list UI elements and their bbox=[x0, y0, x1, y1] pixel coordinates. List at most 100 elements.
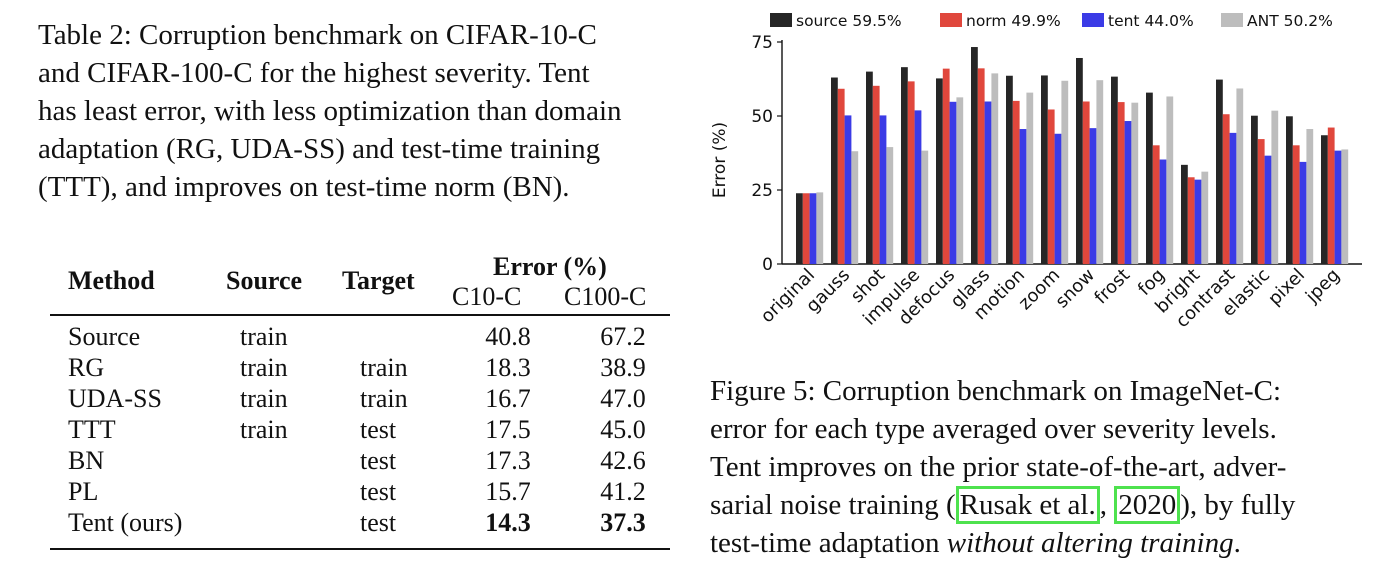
caption-text: test-time adaptation bbox=[710, 527, 947, 559]
table-row: Source train 40.8 67.2 bbox=[50, 322, 670, 353]
bar-motion-0 bbox=[1006, 75, 1013, 264]
cell-source: train bbox=[240, 322, 288, 351]
figure-caption-line: error for each type averaged over severi… bbox=[710, 413, 1277, 445]
x-tick-label: zoom bbox=[1015, 265, 1065, 315]
bar-shot-0 bbox=[866, 71, 873, 264]
chart-legend: source 59.5% norm 49.9% tent 44.0% ANT 50.2… bbox=[770, 12, 1333, 30]
table-row: BN test 17.3 42.6 bbox=[50, 446, 670, 477]
bar-bright-2 bbox=[1194, 179, 1202, 264]
cell-method: BN bbox=[68, 446, 105, 475]
y-tick-label: 75 bbox=[751, 33, 773, 53]
bar-elastic-0 bbox=[1251, 115, 1258, 264]
bar-glass-0 bbox=[971, 47, 978, 265]
bar-impulse-0 bbox=[901, 67, 908, 264]
bar-fog-3 bbox=[1166, 96, 1174, 265]
bar-defocus-0 bbox=[936, 78, 943, 265]
bar-frost-3 bbox=[1131, 102, 1139, 265]
cell-c100: 45.0 bbox=[600, 415, 646, 444]
bar-original-1 bbox=[802, 193, 810, 264]
cell-c100: 67.2 bbox=[600, 322, 646, 351]
cell-c10: 17.5 bbox=[485, 415, 531, 444]
cell-method: RG bbox=[68, 353, 105, 382]
legend-entry: source 59.5% bbox=[796, 12, 902, 30]
bar-motion-3 bbox=[1026, 92, 1034, 264]
cell-method: UDA-SS bbox=[68, 384, 162, 413]
bar-contrast-2 bbox=[1229, 132, 1237, 264]
chart-x-labels: originalgaussshotimpulsedefocusglassmoti… bbox=[757, 265, 1344, 332]
cell-c100: 47.0 bbox=[600, 384, 646, 413]
cell-target: train bbox=[360, 353, 408, 382]
figure-caption-line: Tent improves on the prior state-of-the-… bbox=[710, 451, 1287, 483]
bar-shot-1 bbox=[872, 85, 880, 264]
cell-method: TTT bbox=[68, 415, 116, 444]
bar-snow-0 bbox=[1076, 57, 1083, 264]
y-axis-label: Error (%) bbox=[710, 122, 730, 198]
caption-text: . bbox=[1233, 527, 1241, 559]
bar-defocus-2 bbox=[949, 101, 957, 265]
table-midrule bbox=[50, 314, 670, 316]
cell-c10: 16.7 bbox=[485, 384, 531, 413]
table-row: TTT train test 17.5 45.0 bbox=[50, 415, 670, 446]
bar-original-0 bbox=[796, 193, 803, 264]
table-caption-line: (TTT), and improves on test-time norm (B… bbox=[38, 171, 570, 203]
bar-impulse-3 bbox=[921, 150, 929, 264]
bar-impulse-1 bbox=[907, 81, 915, 264]
citation-author-link[interactable]: Rusak et al. bbox=[955, 486, 1100, 524]
bar-zoom-3 bbox=[1061, 80, 1069, 264]
cell-source: train bbox=[240, 353, 288, 382]
legend-swatch bbox=[1221, 13, 1243, 27]
cell-method: Source bbox=[68, 322, 141, 351]
bar-frost-1 bbox=[1117, 102, 1125, 264]
x-tick-label: jpeg bbox=[1301, 265, 1344, 308]
bar-elastic-2 bbox=[1264, 155, 1272, 264]
bar-contrast-3 bbox=[1236, 88, 1244, 264]
figure-caption: Figure 5: Corruption benchmark on ImageN… bbox=[710, 372, 1370, 562]
bar-zoom-2 bbox=[1054, 133, 1062, 264]
cell-c100: 41.2 bbox=[600, 477, 646, 506]
bar-gauss-1 bbox=[837, 88, 845, 264]
cell-c100: 37.3 bbox=[600, 508, 646, 537]
bar-glass-1 bbox=[977, 68, 985, 265]
bar-elastic-1 bbox=[1257, 139, 1265, 264]
bar-shot-3 bbox=[886, 147, 894, 264]
bar-pixel-2 bbox=[1299, 161, 1307, 264]
cell-source: train bbox=[240, 415, 288, 444]
cell-c10: 40.8 bbox=[485, 322, 531, 351]
bar-glass-3 bbox=[991, 73, 999, 264]
cell-source: train bbox=[240, 384, 288, 413]
bar-contrast-0 bbox=[1216, 79, 1223, 264]
caption-text: sarial noise training ( bbox=[710, 489, 956, 521]
chart-bars bbox=[796, 47, 1349, 265]
cell-method: Tent (ours) bbox=[68, 508, 183, 537]
citation-year-link[interactable]: 2020 bbox=[1114, 486, 1181, 524]
bar-gauss-0 bbox=[831, 77, 838, 265]
legend-swatch bbox=[1082, 13, 1104, 27]
bar-gauss-3 bbox=[851, 151, 859, 264]
cell-target: test bbox=[360, 477, 397, 506]
bar-pixel-3 bbox=[1306, 129, 1314, 264]
bar-defocus-1 bbox=[942, 68, 950, 264]
error-bar-chart: source 59.5% norm 49.9% tent 44.0% ANT 50.2… bbox=[710, 12, 1362, 332]
bar-fog-2 bbox=[1159, 159, 1167, 264]
figure-caption-line: sarial noise training (Rusak et al., 202… bbox=[710, 486, 1370, 524]
bar-jpeg-0 bbox=[1321, 135, 1328, 264]
legend-swatch bbox=[770, 13, 792, 27]
x-tick-label: frost bbox=[1090, 265, 1134, 309]
bar-contrast-1 bbox=[1222, 114, 1230, 264]
cell-c10: 15.7 bbox=[485, 477, 531, 506]
cell-target: test bbox=[360, 508, 397, 537]
legend-entry: ANT 50.2% bbox=[1247, 12, 1333, 30]
bar-bright-0 bbox=[1181, 164, 1188, 264]
bar-glass-2 bbox=[984, 101, 992, 264]
x-tick-label: pixel bbox=[1264, 265, 1309, 310]
cell-c10: 14.3 bbox=[485, 508, 531, 537]
y-tick-label: 0 bbox=[762, 255, 773, 275]
bar-pixel-0 bbox=[1286, 116, 1293, 265]
table-bottomrule bbox=[50, 548, 670, 550]
cell-target: train bbox=[360, 384, 408, 413]
cell-method: PL bbox=[68, 477, 99, 506]
bar-elastic-3 bbox=[1271, 110, 1279, 264]
bar-shot-2 bbox=[879, 115, 887, 265]
bar-impulse-2 bbox=[914, 110, 922, 264]
header-error: Error (%) bbox=[493, 252, 607, 281]
